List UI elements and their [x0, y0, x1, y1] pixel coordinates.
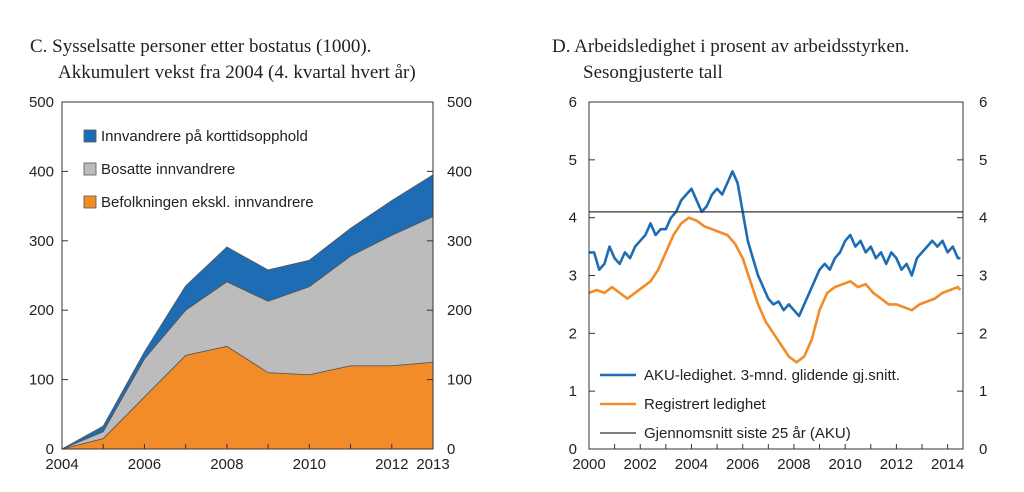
d-legend-label-2: Gjennomsnitt siste 25 år (AKU) — [644, 425, 851, 442]
c-xtick-label-4: 2012 — [375, 456, 408, 473]
d-ytick-label-left-3: 3 — [569, 268, 577, 285]
d-ytick-label-right-3: 3 — [979, 268, 987, 285]
c-xtick-label-0: 2004 — [45, 456, 78, 473]
d-xtick-label-6: 2012 — [880, 456, 913, 473]
panel-c-areas — [61, 174, 434, 450]
d-ytick-label-left-6: 6 — [569, 94, 577, 111]
c-ytick-label-right-4: 400 — [447, 163, 472, 180]
d-ytick-label-right-5: 5 — [979, 152, 987, 169]
c-legend-swatch-0 — [83, 129, 97, 143]
c-legend-label-0: Innvandrere på korttidsopphold — [101, 128, 308, 145]
d-xtick-label-3: 2006 — [726, 456, 759, 473]
line-series-0 — [589, 170, 961, 318]
panel-c-subtitle: Akkumulert vekst fra 2004 (4. kvartal hv… — [58, 62, 416, 83]
panel-d-title: D. Arbeidsledighet i prosent av arbeidss… — [552, 36, 909, 57]
c-legend-label-2: Befolkningen ekskl. innvandrere — [101, 194, 314, 211]
d-ytick-label-right-2: 2 — [979, 325, 987, 342]
c-ytick-label-left-1: 100 — [29, 372, 54, 389]
c-legend-swatch-2 — [83, 195, 97, 209]
d-ytick-label-left-1: 1 — [569, 383, 577, 400]
panel-d-lines — [588, 170, 963, 364]
panel-c-frame — [61, 101, 434, 450]
d-xtick-label-0: 2000 — [572, 456, 605, 473]
c-legend-swatch-1 — [83, 162, 97, 176]
panel-c: C. Sysselsatte personer etter bostatus (… — [29, 36, 472, 473]
c-ytick-label-left-3: 300 — [29, 233, 54, 250]
d-legend-label-1: Registrert ledighet — [644, 396, 767, 413]
d-ytick-label-right-0: 0 — [979, 441, 987, 458]
c-ytick-label-right-3: 300 — [447, 233, 472, 250]
d-xtick-label-5: 2010 — [828, 456, 861, 473]
c-ytick-label-left-0: 0 — [46, 441, 54, 458]
d-ytick-label-left-4: 4 — [569, 210, 577, 227]
line-series-1 — [588, 216, 962, 364]
c-ytick-label-left-2: 200 — [29, 302, 54, 319]
panel-c-y-axis: 0 0 100 100 200 200 300 300 400 400 500 500 — [29, 94, 472, 458]
d-xtick-label-2: 2004 — [675, 456, 708, 473]
panel-d-subtitle: Sesongjusterte tall — [583, 62, 723, 83]
c-xtick-label-1: 2006 — [128, 456, 161, 473]
panel-c-title: C. Sysselsatte personer etter bostatus (… — [30, 36, 371, 57]
c-ytick-label-right-1: 100 — [447, 372, 472, 389]
c-ytick-label-right-2: 200 — [447, 302, 472, 319]
d-legend-label-0: AKU-ledighet. 3-mnd. glidende gj.snitt. — [644, 367, 900, 384]
d-xtick-label-4: 2008 — [777, 456, 810, 473]
c-ytick-label-right-0: 0 — [447, 441, 455, 458]
panel-c-legend: Innvandrere på korttidsopphold Bosatte in… — [83, 128, 314, 211]
d-ytick-label-right-1: 1 — [979, 383, 987, 400]
c-xtick-label-3: 2010 — [293, 456, 326, 473]
d-ytick-label-left-2: 2 — [569, 325, 577, 342]
c-legend-label-1: Bosatte innvandrere — [101, 161, 235, 178]
panel-d-legend: AKU-ledighet. 3-mnd. glidende gj.snitt. R… — [600, 367, 900, 442]
c-ytick-label-right-5: 500 — [447, 94, 472, 111]
c-xtick-label-2: 2008 — [210, 456, 243, 473]
c-ytick-label-left-5: 500 — [29, 94, 54, 111]
d-xtick-label-1: 2002 — [624, 456, 657, 473]
d-xtick-label-7: 2014 — [931, 456, 964, 473]
panel-d: D. Arbeidsledighet i prosent av arbeidss… — [552, 36, 987, 473]
d-ytick-label-right-6: 6 — [979, 94, 987, 111]
panel-d-y-axis: 0 0 1 1 2 2 3 3 4 4 5 5 6 6 — [569, 94, 988, 458]
d-ytick-label-left-5: 5 — [569, 152, 577, 169]
c-xtick-label-5: 2013 — [416, 456, 449, 473]
d-ytick-label-right-4: 4 — [979, 210, 987, 227]
panel-c-x-axis: 2004 2006 2008 2010 2012 2013 — [45, 444, 450, 473]
d-ytick-label-left-0: 0 — [569, 441, 577, 458]
c-ytick-label-left-4: 400 — [29, 163, 54, 180]
panel-d-x-axis: 2000 2002 2004 2006 2008 2010 2012 2014 — [572, 444, 964, 473]
